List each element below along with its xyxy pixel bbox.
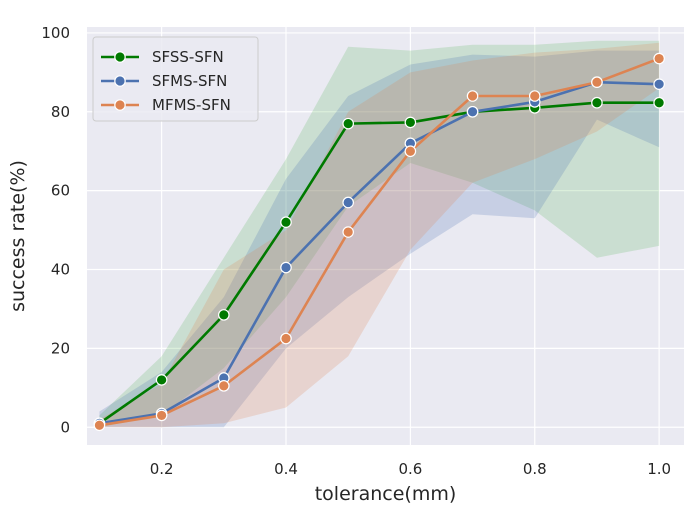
series-points bbox=[93, 52, 665, 432]
series-2-point bbox=[280, 261, 292, 274]
series-3-point bbox=[404, 145, 417, 158]
series-3-point bbox=[528, 90, 541, 102]
y-tick-label: 40 bbox=[51, 261, 70, 279]
confidence-band-2 bbox=[99, 50, 660, 428]
legend-label-1: SFSS-SFN bbox=[152, 48, 224, 66]
x-axis-title: tolerance(mm) bbox=[315, 483, 457, 505]
series-3-point bbox=[93, 419, 106, 432]
x-tick-label: 0.4 bbox=[274, 460, 298, 478]
series-1-point bbox=[342, 117, 354, 130]
legend-label-2: SFMS-SFN bbox=[152, 72, 227, 90]
series-lines bbox=[98, 57, 660, 427]
series-3-point bbox=[218, 380, 230, 392]
series-2-point bbox=[342, 196, 354, 209]
series-1-point bbox=[155, 374, 168, 386]
series-1-point bbox=[218, 309, 230, 321]
y-tick-label: 60 bbox=[51, 182, 70, 200]
legend-marker-3 bbox=[114, 99, 126, 111]
y-tick-label: 100 bbox=[41, 24, 70, 42]
series-2-point bbox=[653, 78, 665, 90]
series-line-3 bbox=[99, 57, 660, 427]
series-line-1 bbox=[98, 101, 660, 425]
confidence-band-3 bbox=[99, 42, 660, 428]
y-tick-labels: 0 20 40 60 80 100 bbox=[41, 24, 70, 436]
y-tick-label: 0 bbox=[60, 418, 70, 436]
legend-marker-1 bbox=[114, 51, 126, 63]
series-1-point bbox=[653, 96, 665, 109]
series-3-point bbox=[653, 52, 665, 65]
confidence-band-1 bbox=[99, 40, 660, 428]
grid-lines bbox=[87, 27, 684, 445]
series-line-2 bbox=[99, 80, 660, 425]
y-tick-label: 80 bbox=[51, 103, 70, 121]
series-3-point bbox=[280, 332, 292, 345]
series-3-point bbox=[591, 76, 603, 89]
x-tick-label: 0.8 bbox=[523, 460, 547, 478]
series-3-point bbox=[466, 90, 479, 102]
legend: SFSS-SFN SFMS-SFN MFMS-SFN bbox=[92, 36, 259, 122]
legend-label-3: MFMS-SFN bbox=[152, 96, 231, 114]
series-3-point bbox=[155, 409, 168, 422]
y-axis-title: success rate(%) bbox=[7, 160, 29, 312]
y-tick-label: 20 bbox=[51, 339, 70, 357]
x-tick-label: 0.6 bbox=[398, 460, 422, 478]
series-2-point bbox=[466, 105, 479, 118]
x-tick-labels: 0.2 0.4 0.6 0.8 1.0 bbox=[150, 460, 671, 478]
x-tick-label: 0.2 bbox=[150, 460, 174, 478]
series-1-point bbox=[404, 116, 417, 129]
confidence-bands bbox=[99, 40, 660, 428]
legend-marker-2 bbox=[114, 75, 126, 87]
series-3-point bbox=[342, 226, 354, 238]
series-1-point bbox=[280, 216, 292, 228]
series-1-point bbox=[591, 96, 603, 109]
x-tick-label: 1.0 bbox=[647, 460, 671, 478]
